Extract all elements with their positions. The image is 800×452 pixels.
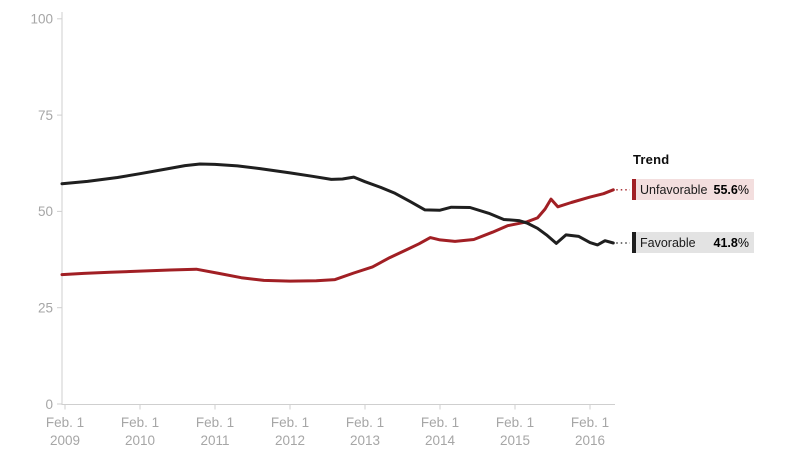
y-axis-tick-label: 25: [38, 301, 53, 316]
y-axis-tick-label: 100: [30, 12, 53, 27]
legend-title: Trend: [633, 152, 670, 167]
x-axis-tick-label-month: Feb. 1: [196, 415, 234, 430]
unfavorable-label: Unfavorable: [640, 182, 708, 197]
x-axis-tick-label-year: 2016: [575, 433, 605, 448]
x-axis-tick-label-year: 2015: [500, 433, 530, 448]
legend-item-favorable[interactable]: Favorable 41.8%: [632, 232, 754, 254]
favorable-label: Favorable: [640, 235, 696, 250]
x-axis-tick-label-year: 2010: [125, 433, 155, 448]
unfavorable-value: 55.6%: [713, 182, 749, 197]
x-axis-tick-label-year: 2013: [350, 433, 380, 448]
unfavorable-swatch: [632, 179, 636, 201]
favorable-trend-line[interactable]: [60, 162, 615, 247]
y-axis-tick-label: 0: [45, 397, 53, 412]
x-axis-tick-label-month: Feb. 1: [121, 415, 159, 430]
x-axis-tick-label-month: Feb. 1: [346, 415, 384, 430]
legend-item-unfavorable[interactable]: Unfavorable 55.6%: [632, 179, 754, 201]
axis-lines: [61, 12, 615, 405]
x-axis-tick-label-year: 2009: [50, 433, 80, 448]
x-axis-tick-label-month: Feb. 1: [46, 415, 84, 430]
unfavorable-trend-line[interactable]: [60, 188, 615, 283]
y-axis-tick-label: 75: [38, 108, 53, 123]
x-axis-tick-label-month: Feb. 1: [271, 415, 309, 430]
favorable-swatch: [632, 232, 636, 254]
x-axis-tick-label-month: Feb. 1: [496, 415, 534, 430]
x-axis-tick-label-month: Feb. 1: [421, 415, 459, 430]
x-axis-tick-label-year: 2012: [275, 433, 305, 448]
y-axis-tick-label: 50: [38, 204, 53, 219]
x-axis-tick-label-year: 2014: [425, 433, 456, 448]
x-axis-tick-label-month: Feb. 1: [571, 415, 609, 430]
x-axis-tick-label-year: 2011: [200, 433, 229, 448]
favorable-value: 41.8%: [713, 235, 749, 250]
